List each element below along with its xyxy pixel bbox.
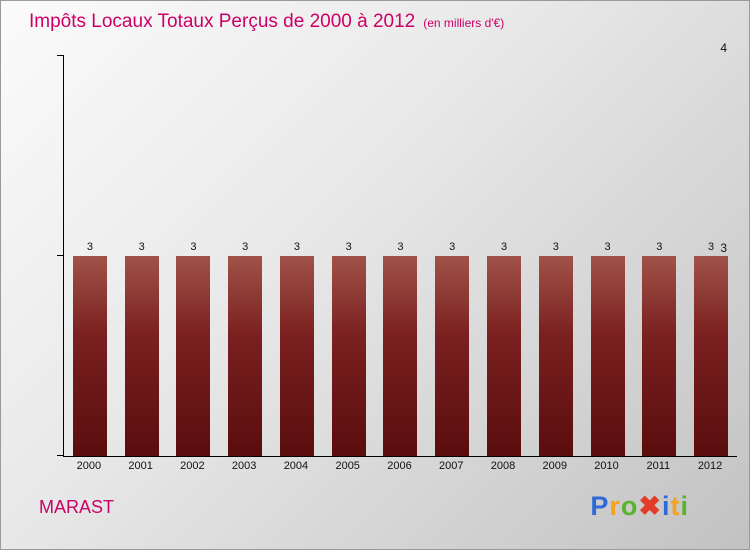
- logo-letter: i: [661, 491, 671, 521]
- y-tick: [57, 255, 64, 256]
- bar-cell: 3: [168, 56, 219, 456]
- bar: [124, 256, 159, 456]
- bar-cell: 3: [116, 56, 167, 456]
- logo-letter: r: [609, 491, 621, 521]
- x-axis-label: 2010: [594, 460, 619, 472]
- x-axis-label: 2012: [697, 460, 723, 472]
- bar: [590, 256, 625, 456]
- bar-cell: 3: [479, 56, 530, 456]
- y-tick: [57, 455, 64, 456]
- bar-cell: 3: [582, 56, 633, 456]
- x-axis-label: 2002: [180, 460, 205, 472]
- x-axis-label: 2003: [231, 460, 257, 472]
- bar: [383, 256, 418, 456]
- bar-value-label: 3: [138, 241, 145, 253]
- bar-value-label: 3: [293, 241, 300, 253]
- x-axis-label: 2000: [76, 460, 102, 472]
- x-axis-label: 2006: [387, 460, 412, 472]
- bar-value-label: 3: [345, 241, 352, 253]
- x-axis-label: 2011: [646, 460, 671, 472]
- logo-letter: o: [620, 491, 639, 521]
- bar-cell: 3: [323, 56, 374, 456]
- bar: [694, 256, 729, 456]
- x-axis-label: 2009: [542, 460, 567, 472]
- bar: [279, 256, 314, 456]
- logo-letter: P: [590, 491, 610, 521]
- bar: [176, 256, 211, 456]
- bar-cell: 3: [64, 56, 115, 456]
- bar-value-label: 3: [552, 241, 559, 253]
- bar: [435, 256, 470, 456]
- bar: [538, 256, 573, 456]
- bar-value-label: 3: [708, 241, 715, 253]
- x-axis-label: 2004: [283, 460, 309, 472]
- bar: [228, 256, 263, 456]
- y-tick: [57, 55, 64, 56]
- bar-value-label: 3: [500, 241, 508, 253]
- bar: [331, 256, 366, 456]
- bar-value-label: 3: [397, 241, 404, 253]
- bar-cell: 3: [634, 56, 685, 456]
- logo-letter: i: [680, 491, 689, 521]
- bar-cell: 3: [220, 56, 271, 456]
- logo-letter: ✖: [638, 491, 662, 521]
- x-axis-label: 2001: [128, 460, 153, 472]
- bar-cell: 3: [530, 56, 581, 456]
- bar-value-label: 3: [242, 241, 249, 253]
- bar-value-label: 3: [656, 241, 663, 253]
- logo-letter: t: [670, 491, 681, 521]
- bar: [642, 256, 677, 456]
- bar-value-label: 3: [190, 241, 197, 253]
- bar-value-label: 3: [86, 241, 93, 253]
- location-name: MARAST: [39, 497, 115, 517]
- bar-value-label: 3: [449, 241, 456, 253]
- bar-value-label: 3: [604, 241, 611, 253]
- chart-title: Impôts Locaux Totaux Perçus de 2000 à 20…: [29, 11, 416, 32]
- y-tick-label: 4: [720, 41, 727, 55]
- y-tick-label: 3: [720, 241, 727, 255]
- x-axis-labels: 2000 2001 2002 2003 2004 2005 2006 2007 2008 2009…: [63, 460, 736, 472]
- chart-subtitle: (en milliers d'€): [423, 16, 505, 30]
- bar-cell: 3: [375, 56, 426, 456]
- bar-cell: 3: [271, 56, 322, 456]
- bar-cell: 3: [427, 56, 478, 456]
- proxiti-logo: Pro✖iti: [590, 491, 689, 522]
- x-axis-label: 2007: [438, 460, 464, 472]
- x-axis-label: 2005: [335, 460, 360, 472]
- bar: [487, 256, 521, 456]
- bar: [72, 256, 107, 456]
- x-axis-label: 2008: [490, 460, 516, 472]
- bar-cell: 3: [686, 56, 737, 456]
- chart-header: Impôts Locaux Totaux Perçus de 2000 à 20…: [29, 11, 504, 33]
